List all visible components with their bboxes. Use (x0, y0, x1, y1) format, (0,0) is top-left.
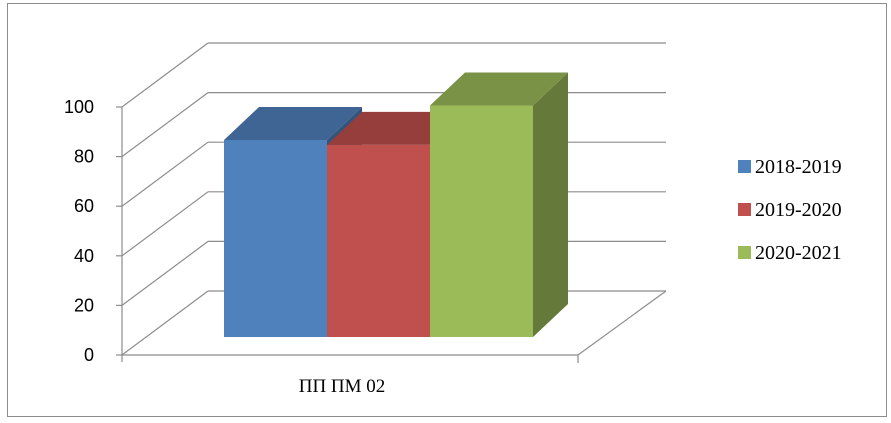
y-tick-label: 100 (64, 97, 94, 117)
bar-top-face (224, 107, 362, 140)
legend: 2018-2019 2019-2020 2020-2021 (738, 156, 842, 264)
gridline-side (121, 290, 209, 356)
axes (116, 106, 667, 363)
bar-front-face (430, 105, 533, 338)
y-tick-labels: 0 20 40 60 80 100 (64, 97, 94, 365)
y-tick-label: 60 (74, 196, 94, 216)
gridline-side (121, 141, 209, 207)
legend-label: 2018-2019 (755, 156, 842, 178)
y-tick-label: 0 (84, 345, 94, 365)
legend-swatch (738, 246, 751, 259)
legend-swatch (738, 160, 751, 173)
bar-side-face (533, 72, 568, 338)
category-label: ПП ПМ 02 (299, 376, 386, 397)
y-tick-label: 20 (74, 295, 94, 315)
gridline-side (121, 240, 209, 306)
category-labels: ПП ПМ 02 (299, 376, 386, 397)
y-tick-label: 40 (74, 246, 94, 266)
bar-front-face (327, 144, 430, 337)
legend-label: 2019-2020 (755, 199, 842, 221)
legend-item: 2019-2020 (738, 199, 842, 221)
y-tick-label: 80 (74, 147, 94, 167)
bar-2020-2021 (430, 72, 568, 338)
bars (224, 72, 568, 338)
legend-item: 2020-2021 (738, 242, 842, 264)
bar-top-face (430, 72, 568, 106)
legend-label: 2020-2021 (755, 242, 842, 264)
gridline-side (121, 42, 209, 108)
legend-item: 2018-2019 (738, 156, 842, 178)
gridline-side (121, 92, 209, 158)
legend-swatch (738, 203, 751, 216)
gridline-side (121, 191, 209, 257)
bar-front-face (224, 140, 327, 337)
floor-right-edge (577, 290, 667, 356)
